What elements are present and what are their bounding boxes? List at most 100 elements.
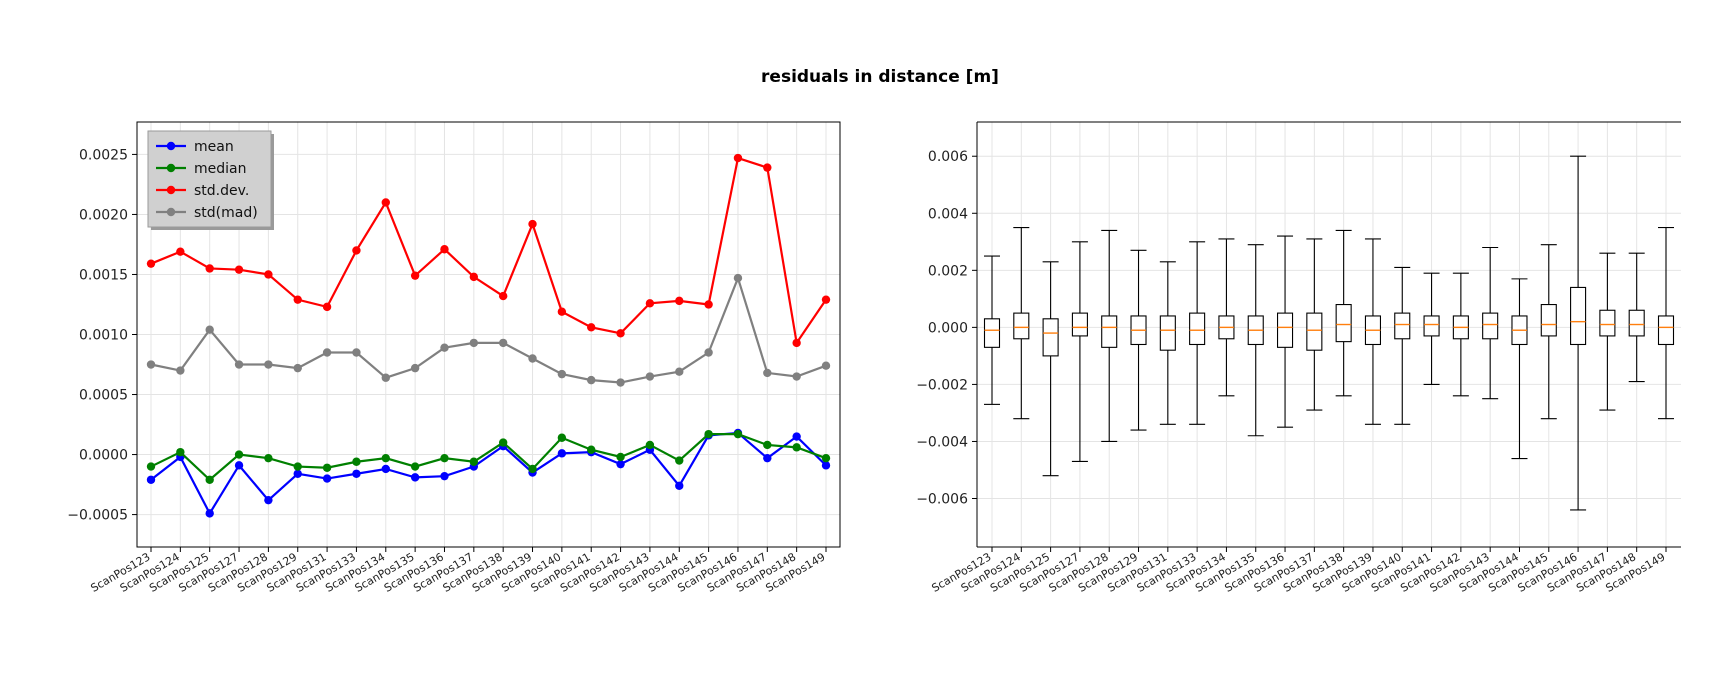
data-point (205, 325, 214, 334)
iqr-box (1189, 312, 1206, 346)
data-point (381, 198, 390, 207)
data-point (381, 464, 390, 474)
legend-marker (166, 141, 176, 151)
box-item (1071, 241, 1088, 462)
box-item (1511, 278, 1528, 460)
data-point (234, 265, 244, 274)
iqr-box (1394, 312, 1411, 340)
box-item (1423, 272, 1440, 385)
data-point (352, 246, 361, 255)
iqr-box (1159, 315, 1176, 351)
data-point (293, 295, 302, 304)
series-median (146, 429, 831, 484)
data-point (763, 368, 772, 378)
data-point (176, 366, 185, 375)
box-item (1364, 238, 1382, 425)
data-point (675, 367, 684, 376)
data-point (381, 453, 390, 463)
data-point (440, 245, 449, 254)
data-point (733, 273, 743, 283)
line-chart-y-tick-label: −0.0005 (67, 508, 128, 524)
line-chart-x-axis: ScanPos123ScanPos124ScanPos125ScanPos127… (88, 547, 828, 595)
series-mean (146, 428, 831, 518)
data-point (264, 453, 273, 463)
box-chart-boxes (983, 155, 1675, 511)
legend-entry: mean (156, 139, 234, 155)
data-point (440, 343, 449, 352)
iqr-box (1042, 318, 1059, 357)
legend-label: std(mad) (194, 205, 258, 221)
data-point (205, 509, 214, 518)
data-point (234, 450, 244, 459)
box-item (1130, 249, 1147, 431)
legend-entry: std(mad) (156, 205, 258, 221)
box-item (1394, 266, 1411, 425)
legend-marker (166, 185, 176, 195)
series-line (150, 156, 827, 346)
data-point (675, 456, 684, 465)
data-point (234, 360, 244, 369)
box-item (1657, 226, 1675, 420)
box-chart-y-tick-label: 0.000 (928, 320, 968, 336)
data-point (498, 338, 508, 348)
box-chart-y-tick-label: −0.004 (916, 434, 968, 450)
data-point (645, 299, 655, 308)
data-point (587, 375, 596, 385)
series-line (150, 433, 827, 482)
data-point (410, 473, 420, 482)
data-point (498, 291, 508, 301)
data-point (557, 433, 567, 442)
line-chart-y-tick-label: 0.0000 (79, 448, 128, 464)
data-point (498, 438, 508, 447)
box-item (1628, 252, 1645, 383)
box-item (1247, 244, 1264, 437)
data-point (293, 462, 302, 471)
legend-label: mean (194, 139, 234, 155)
data-point (176, 447, 185, 457)
data-point (557, 449, 567, 458)
data-point (146, 475, 156, 484)
data-point (205, 475, 214, 484)
data-point (146, 259, 156, 268)
data-point (733, 153, 743, 163)
data-point (587, 445, 596, 454)
data-point (763, 453, 772, 463)
series-std-dev (146, 153, 831, 348)
box-item (1540, 244, 1557, 420)
data-point (322, 302, 332, 312)
line-chart-y-tick-label: 0.0010 (79, 328, 128, 344)
line-chart-series (146, 153, 831, 518)
data-point (616, 452, 625, 462)
data-point (410, 271, 420, 280)
data-point (821, 461, 831, 470)
box-chart-y-tick-label: 0.002 (928, 263, 968, 279)
data-point (587, 323, 596, 332)
data-point (469, 338, 479, 348)
line-chart-y-tick-label: 0.0025 (79, 147, 128, 163)
iqr-box (1599, 309, 1616, 337)
box-item (1101, 229, 1118, 443)
iqr-box (1657, 315, 1675, 346)
data-point (469, 272, 479, 282)
data-point (146, 462, 156, 471)
box-item (1482, 246, 1499, 400)
box-item (1306, 238, 1323, 411)
data-point (352, 348, 361, 357)
series-std-mad (146, 273, 831, 387)
data-point (704, 429, 713, 439)
iqr-box (1423, 315, 1440, 337)
data-point (792, 338, 801, 348)
iqr-box (1013, 312, 1030, 340)
data-point (528, 354, 537, 363)
data-point (264, 360, 273, 369)
data-point (645, 440, 655, 450)
data-point (821, 453, 831, 463)
box-item (983, 255, 1001, 405)
legend-entry: std.dev. (156, 183, 249, 199)
line-chart-y-axis: −0.0005 0.0000 0.0005 0.0010 0.0015 0.0020 0.0… (67, 147, 137, 524)
box-item (1335, 229, 1352, 397)
data-point (264, 270, 273, 279)
figure-title: residuals in distance [m] (761, 67, 999, 87)
data-point (763, 440, 772, 450)
box-item (1189, 241, 1206, 425)
